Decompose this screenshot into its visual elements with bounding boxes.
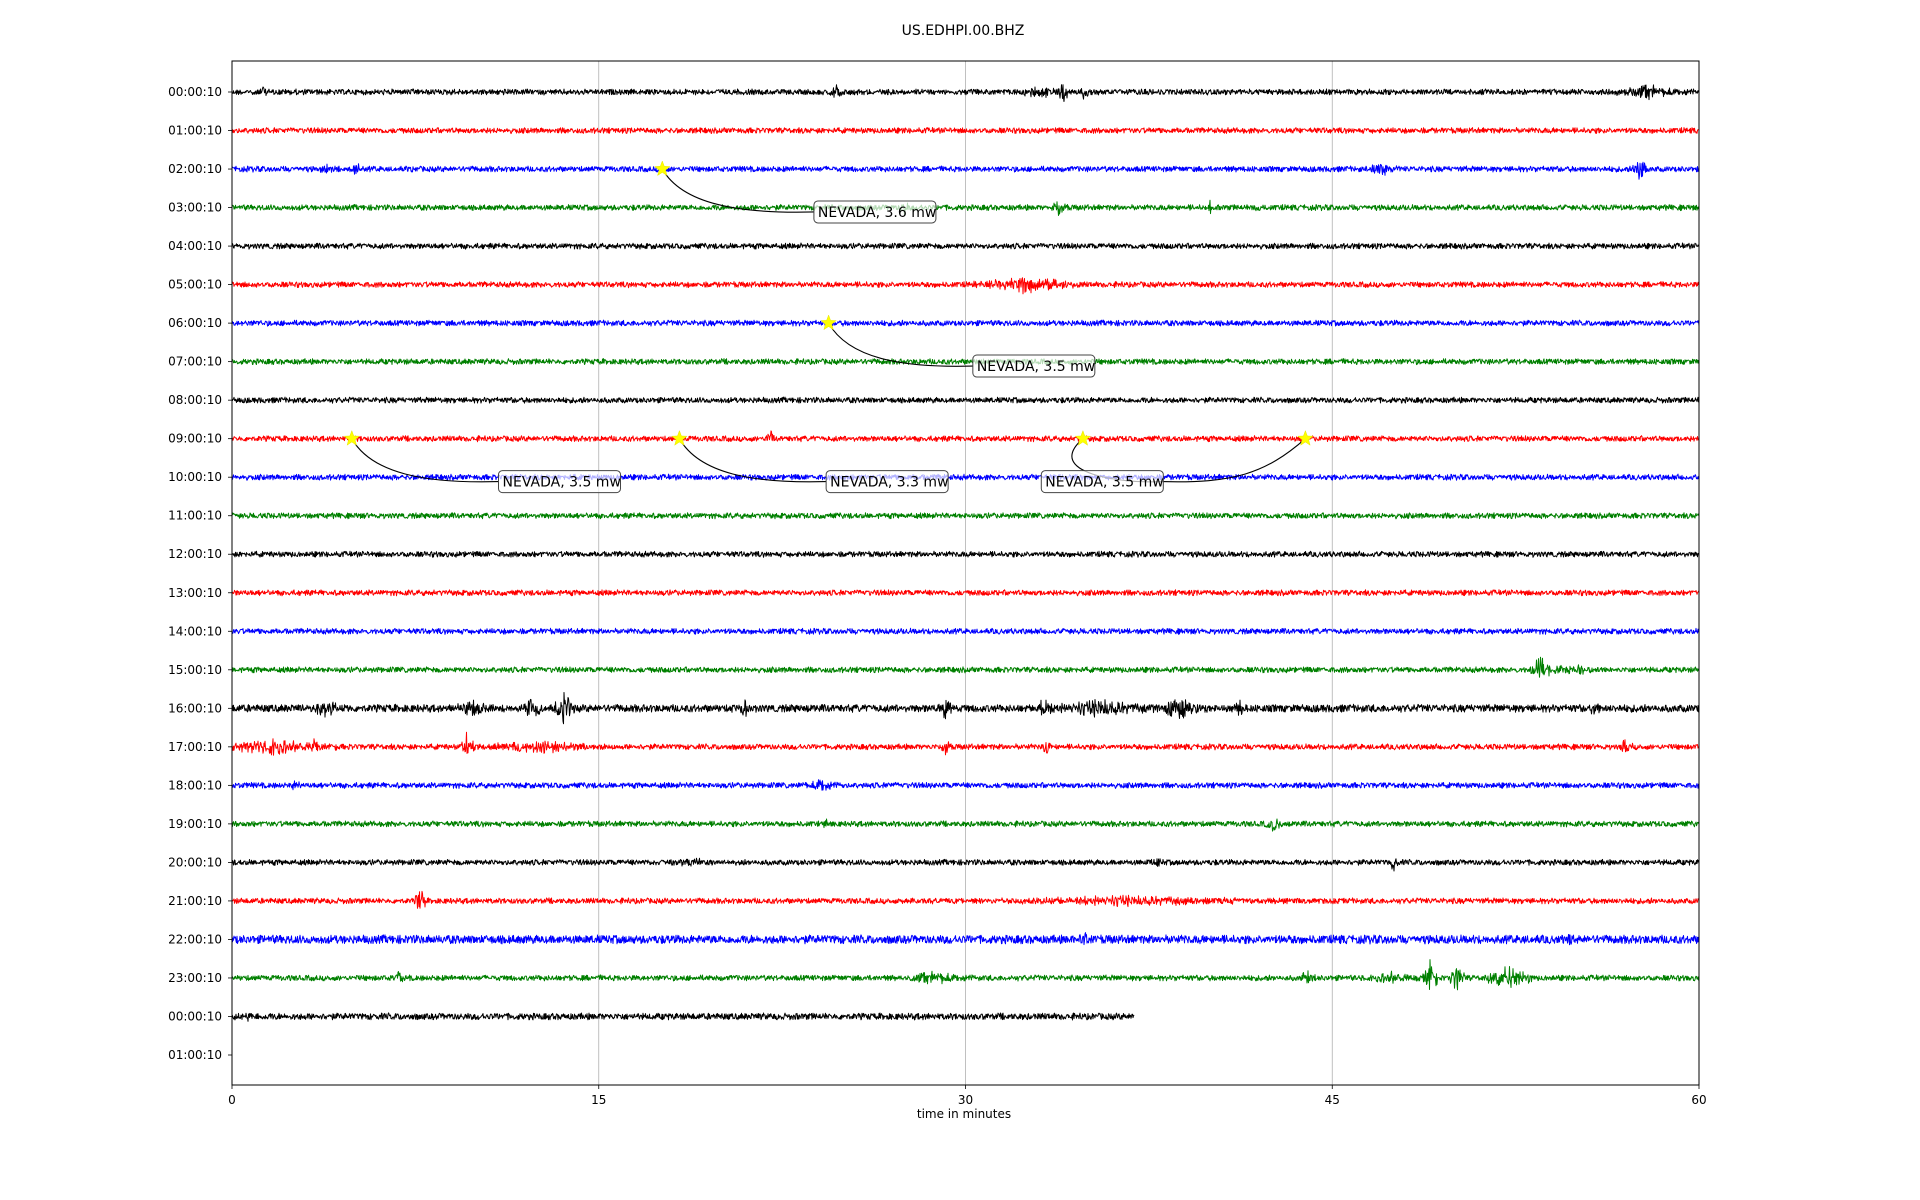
trace-line-row-20 — [231, 857, 1700, 872]
event-label-text: NEVADA, 3.6 mw — [818, 205, 936, 221]
y-tick-label: 20:00:10 — [168, 855, 222, 869]
trace-line-row-16 — [231, 692, 1700, 725]
y-tick-label: 12:00:10 — [168, 547, 222, 561]
trace-line-row-11 — [231, 512, 1700, 520]
event-star-marker — [343, 429, 361, 446]
y-tick-label: 01:00:10 — [168, 1048, 222, 1062]
trace-line-row-5 — [231, 277, 1700, 295]
x-tick-label: 0 — [228, 1093, 236, 1107]
y-tick-label: 18:00:10 — [168, 778, 222, 792]
y-tick-label: 03:00:10 — [168, 201, 222, 215]
trace-line-row-21 — [231, 890, 1700, 909]
event-star-marker — [654, 160, 671, 177]
event-connector — [351, 438, 499, 483]
y-tick-label: 08:00:10 — [168, 393, 222, 407]
trace-line-row-4 — [231, 242, 1700, 250]
x-axis-label: time in minutes — [917, 1107, 1011, 1121]
y-tick-label: 14:00:10 — [168, 624, 222, 638]
event-star-marker — [671, 429, 688, 446]
y-tick-label: 06:00:10 — [168, 316, 222, 330]
trace-line-row-13 — [231, 589, 1700, 597]
x-tick-label: 60 — [1691, 1093, 1706, 1107]
trace-line-row-8 — [231, 396, 1700, 404]
chart-title: US.EDHPI.00.BHZ — [902, 23, 1025, 39]
event-label-bg — [972, 354, 1096, 378]
x-tick-labels: 0 15 30 45 60 — [228, 1085, 1707, 1107]
y-tick-label: 04:00:10 — [168, 239, 222, 253]
y-tick-label: 02:00:10 — [168, 162, 222, 176]
x-tick-label: 45 — [1325, 1093, 1340, 1107]
trace-line-row-7 — [231, 358, 1700, 366]
trace-line-row-19 — [231, 818, 1700, 832]
trace-line-row-18 — [231, 779, 1700, 791]
y-tick-label: 19:00:10 — [168, 817, 222, 831]
y-tick-label: 21:00:10 — [168, 894, 222, 908]
event-label-text: NEVADA, 3.5 mw — [977, 359, 1095, 375]
trace-line-row-1 — [231, 127, 1700, 135]
y-tick-label: 01:00:10 — [168, 124, 222, 138]
event-label-text: NEVADA, 3.5 mw — [1045, 475, 1163, 491]
trace-line-row-17 — [231, 731, 1700, 756]
y-tick-label: 13:00:10 — [168, 586, 222, 600]
event-label-bg — [1040, 470, 1164, 494]
y-tick-label: 23:00:10 — [168, 971, 222, 985]
event-connector — [678, 438, 827, 483]
event-label-box: NEVADA, 3.5 mw — [498, 470, 622, 494]
event-connector — [1161, 438, 1306, 483]
event-star-marker — [1074, 429, 1092, 446]
trace-line-row-10 — [231, 473, 1700, 481]
trace-line-row-15 — [231, 656, 1700, 678]
y-tick-label: 07:00:10 — [168, 355, 222, 369]
trace-line-row-6 — [231, 319, 1700, 327]
trace-line-row-22 — [231, 932, 1700, 946]
trace-line-row-9 — [231, 430, 1700, 443]
trace-line-row-0 — [231, 84, 1700, 102]
trace-line-row-23 — [231, 959, 1699, 991]
trace-line-row-24 — [231, 1012, 1135, 1022]
trace-line-row-14 — [231, 627, 1700, 635]
y-tick-label: 09:00:10 — [168, 432, 222, 446]
event-label-box: NEVADA, 3.3 mw — [825, 470, 949, 494]
event-star-marker — [820, 314, 837, 331]
trace-line-row-2 — [231, 161, 1700, 180]
y-tick-label: 16:00:10 — [168, 701, 222, 715]
y-tick-label: 00:00:10 — [168, 1009, 222, 1023]
event-label-bg — [813, 200, 937, 224]
event-label-box: NEVADA, 3.6 mw — [813, 200, 937, 224]
event-label-text: NEVADA, 3.3 mw — [830, 475, 948, 491]
x-tick-label: 30 — [958, 1093, 973, 1107]
y-tick-label: 11:00:10 — [168, 509, 222, 523]
trace-line-row-12 — [231, 550, 1700, 558]
y-tick-label: 17:00:10 — [168, 740, 222, 754]
y-tick-label: 10:00:10 — [168, 470, 222, 484]
event-star-marker — [1297, 429, 1314, 446]
event-label-box: NEVADA, 3.5 mw — [1040, 470, 1164, 494]
event-label-box: NEVADA, 3.5 mw — [972, 354, 1096, 378]
event-connector — [828, 322, 973, 367]
trace-line-row-3 — [231, 199, 1700, 216]
event-label-bg — [825, 470, 949, 494]
y-tick-labels: 00:00:10 01:00:10 02:00:10 03:00:10 04:00:10… — [168, 85, 232, 1062]
y-tick-label: 15:00:10 — [168, 663, 222, 677]
event-label-bg — [498, 470, 622, 494]
traces-group — [231, 84, 1700, 1022]
x-tick-label: 15 — [591, 1093, 606, 1107]
grid-lines — [598, 61, 1333, 1085]
y-tick-label: 05:00:10 — [168, 278, 222, 292]
events-group: NEVADA, 3.6 mw NEVADA, 3.5 mw NEVADA, 3.5 … — [343, 160, 1314, 494]
y-tick-label: 22:00:10 — [168, 932, 222, 946]
y-tick-label: 00:00:10 — [168, 85, 222, 99]
event-connector — [661, 168, 814, 213]
event-label-text: NEVADA, 3.5 mw — [503, 475, 621, 491]
